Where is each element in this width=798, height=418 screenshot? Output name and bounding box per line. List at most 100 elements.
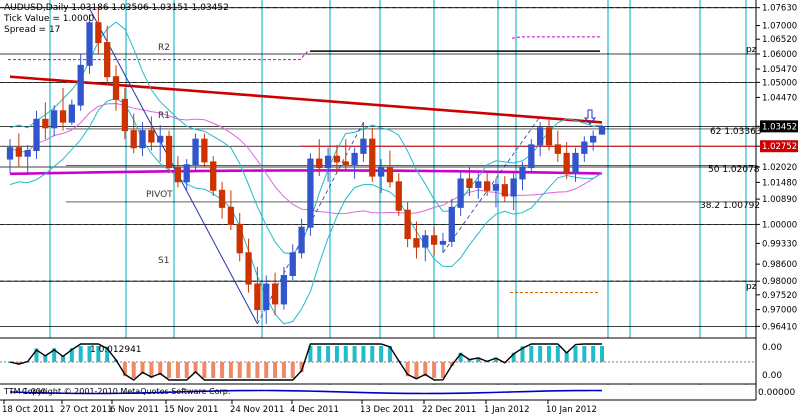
histogram-bar [105,346,110,362]
histogram-bar [387,346,392,362]
price-tick-label: 1.05000 [762,78,797,88]
candle-bear [386,167,394,183]
candle-bull [536,127,544,146]
histogram-bar [87,346,92,362]
candle-bull [581,141,588,154]
histogram-bar [149,362,154,378]
lower-band [9,97,603,325]
candle-bull [439,240,447,245]
candle-bear [104,42,111,78]
oscillator-line [9,343,602,381]
candle-bull [360,138,367,154]
pivot-label: PIVOT [146,190,173,200]
pz-upper-label: pz [746,45,757,55]
candle-bear [218,189,226,208]
histogram-bar [228,362,233,378]
ttm-line [9,389,603,395]
histogram-bar [449,362,454,366]
price-badge [760,120,798,133]
candle-bull [590,135,597,143]
histogram-bar [175,362,180,378]
price-tick-label: 1.04470 [762,93,797,103]
candle-bull [298,226,305,254]
price-tick-label: 1.07000 [762,22,797,32]
price-tick-label: 1.02752 [762,142,797,152]
candle-bull [139,130,146,149]
candle-bear [210,161,217,191]
histogram-bar [246,362,251,378]
candle-bear [316,158,323,169]
candle-bull [24,150,31,157]
histogram-bar [573,346,578,362]
histogram-bar [546,346,551,362]
price-tick-label: 0.98600 [762,260,797,270]
histogram-bar [308,346,313,362]
histogram-bar [16,362,21,365]
tick-value-label: Tick Value = 1.0000 [4,14,95,24]
candle-bear [466,178,473,188]
histogram-bar [343,346,348,362]
histogram-bar [370,346,375,362]
sub-axis-top: 0.00 [762,343,783,353]
histogram-bar [334,346,339,362]
histogram-bar [423,362,428,377]
candle-bull [377,167,385,177]
histogram-bar [193,362,198,374]
histogram-bar [131,362,136,378]
candle-bear [333,155,341,163]
histogram-bar [34,348,39,362]
candle-bear [404,209,411,240]
price-tick-label: 1.07630 [762,4,797,14]
fib-38-label: 38.2 1.00792 [700,201,761,211]
fib-50-label: 50 1.02078 [708,165,760,175]
sub2-label: TTM 1.000 [4,387,46,396]
ma-200-red [9,75,603,124]
candle-bull [68,104,76,123]
date-tick-label: 22 Dec 2011 [422,405,476,415]
candle-bull [86,22,93,66]
histogram-bar [591,346,596,362]
histogram-bar [414,362,419,378]
histogram-bar [432,362,437,378]
histogram-bar [237,362,242,378]
date-tick-label: 6 Nov 2011 [110,405,159,415]
candle-bear [342,161,349,166]
candle-bear [245,252,252,285]
histogram-bar [361,346,366,362]
candle-bull [422,235,429,248]
histogram-bar [299,362,304,373]
candle-bull [183,164,190,183]
price-tick-label: 1.01480 [762,178,797,188]
candle-bull [519,167,526,180]
candle-bear [165,135,173,169]
candle-bear [148,130,155,143]
date-tick-label: 1 Jan 2012 [484,405,530,415]
candle-bear [95,22,102,44]
histogram-bar [158,362,163,376]
histogram-bar [555,346,560,362]
indicator-value-label: 1 0.012941 [90,345,142,355]
histogram-bar [405,362,410,377]
candle-bear [201,138,208,163]
histogram-bar [493,357,498,362]
date-tick-label: 18 Oct 2011 [2,405,55,415]
price-tick-label: 1.00890 [762,195,797,205]
price-tick-label: 0.99330 [762,239,797,249]
ma-magenta [9,169,603,176]
price-tick-label: 1.06520 [762,35,797,45]
candle-bull [33,118,40,152]
zigzag-down [89,8,258,325]
price-tick-label: 0.98000 [762,277,797,287]
candle-bull [324,155,332,169]
candle-bull [598,125,606,135]
candle-bull [492,184,500,191]
candle-bear [563,152,570,174]
sub-axis-bottom: 0.00 [762,371,783,381]
histogram-bar [69,348,74,362]
candle-bear [130,130,137,149]
candle-bull [192,138,199,166]
histogram-bar [600,346,604,362]
symbol-info: AUDUSD,Daily 1.03186 1.03506 1.03151 1.0… [4,3,229,13]
